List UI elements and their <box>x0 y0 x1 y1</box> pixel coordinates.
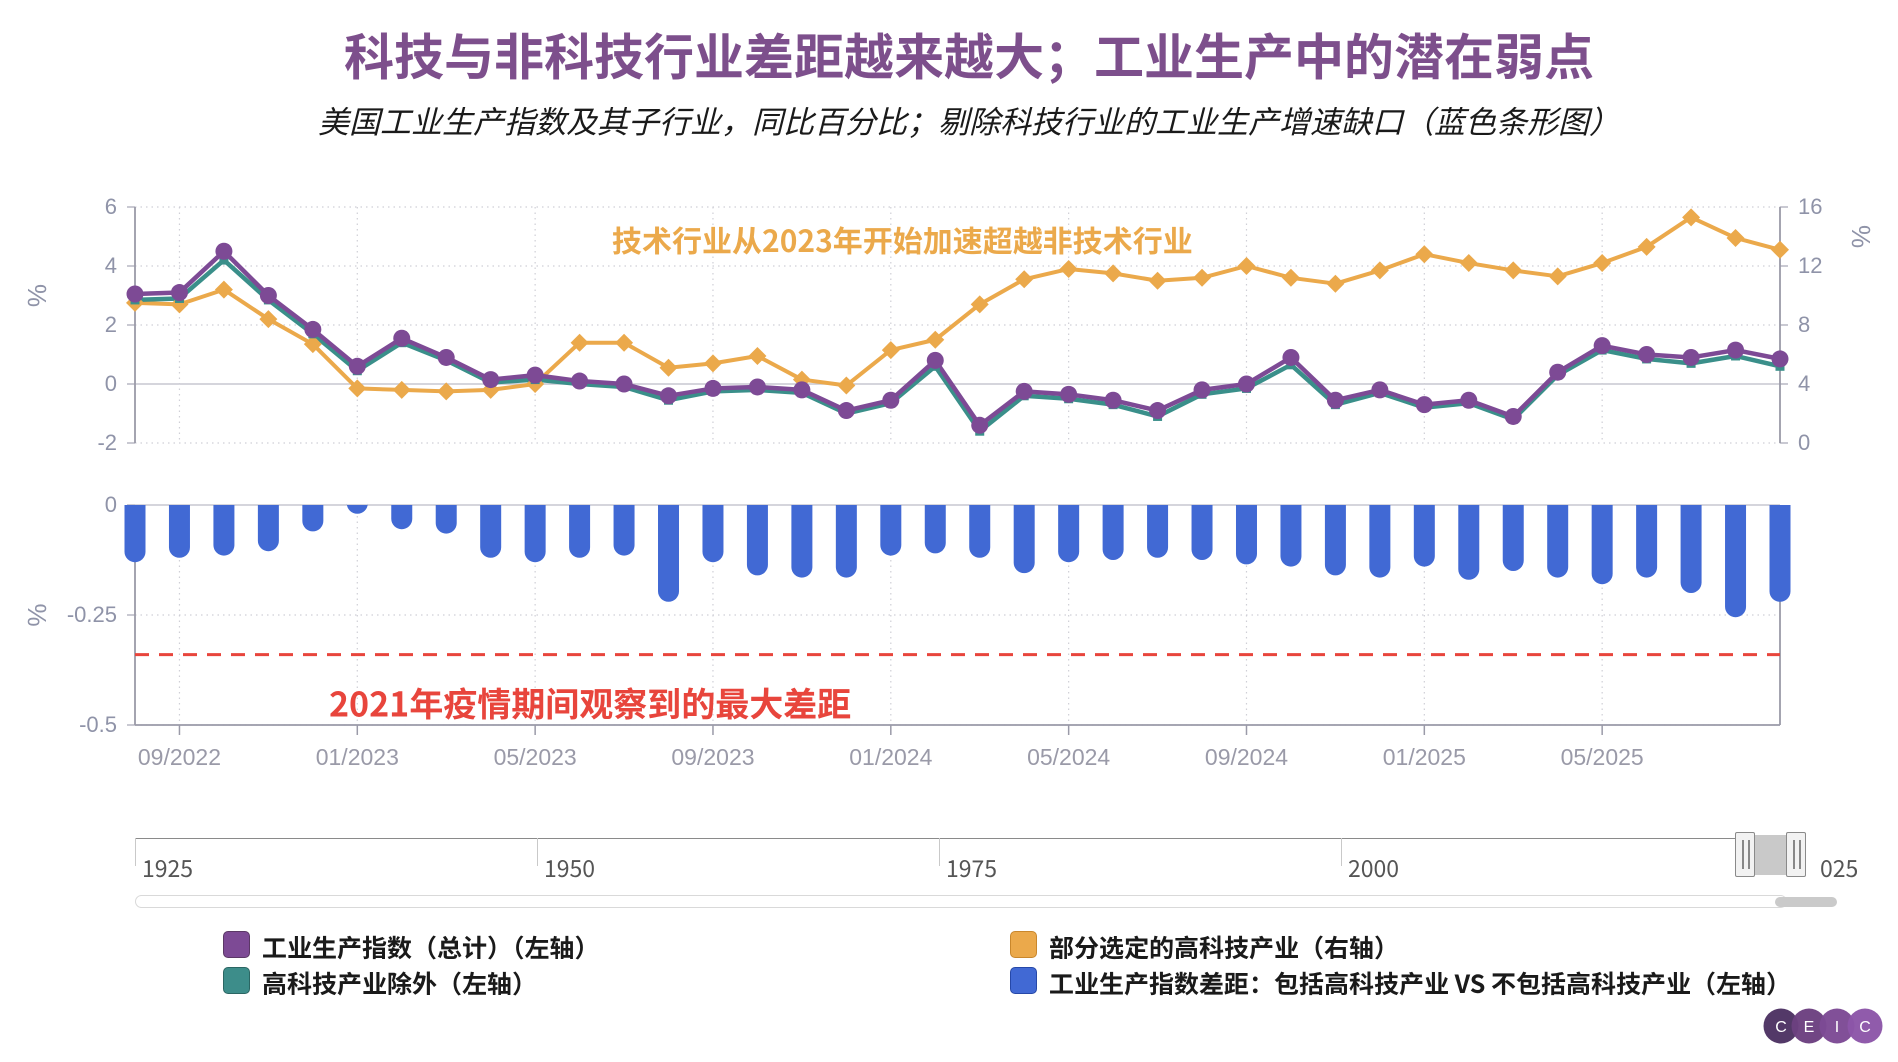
svg-text:4: 4 <box>1798 371 1810 396</box>
svg-text:C: C <box>1775 1019 1787 1036</box>
svg-text:16: 16 <box>1798 194 1822 219</box>
svg-text:4: 4 <box>105 253 117 278</box>
svg-text:0: 0 <box>105 371 117 396</box>
svg-text:2021年疫情期间观察到的最大差距: 2021年疫情期间观察到的最大差距 <box>329 678 851 727</box>
svg-text:6: 6 <box>105 194 117 219</box>
svg-text:01/2025: 01/2025 <box>1383 744 1466 770</box>
svg-text:2: 2 <box>105 312 117 337</box>
svg-text:05/2024: 05/2024 <box>1027 744 1110 770</box>
svg-text:-0.25: -0.25 <box>67 602 117 627</box>
svg-text:%: % <box>22 603 52 626</box>
svg-text:-2: -2 <box>97 430 117 455</box>
svg-text:-0.5: -0.5 <box>79 712 117 737</box>
svg-text:05/2023: 05/2023 <box>494 744 577 770</box>
svg-text:C: C <box>1859 1019 1871 1036</box>
svg-text:05/2025: 05/2025 <box>1561 744 1644 770</box>
svg-text:09/2022: 09/2022 <box>138 744 221 770</box>
svg-text:8: 8 <box>1798 312 1810 337</box>
svg-text:%: % <box>22 284 52 307</box>
svg-text:%: % <box>1846 225 1876 248</box>
svg-text:I: I <box>1835 1019 1839 1036</box>
svg-text:0: 0 <box>105 492 117 517</box>
svg-text:01/2023: 01/2023 <box>316 744 399 770</box>
svg-text:09/2024: 09/2024 <box>1205 744 1288 770</box>
svg-text:E: E <box>1804 1019 1815 1036</box>
svg-text:12: 12 <box>1798 253 1822 278</box>
svg-text:技术行业从2023年开始加速超越非技术行业: 技术行业从2023年开始加速超越非技术行业 <box>612 217 1193 261</box>
svg-text:01/2024: 01/2024 <box>849 744 932 770</box>
svg-text:09/2023: 09/2023 <box>671 744 754 770</box>
svg-text:0: 0 <box>1798 430 1810 455</box>
